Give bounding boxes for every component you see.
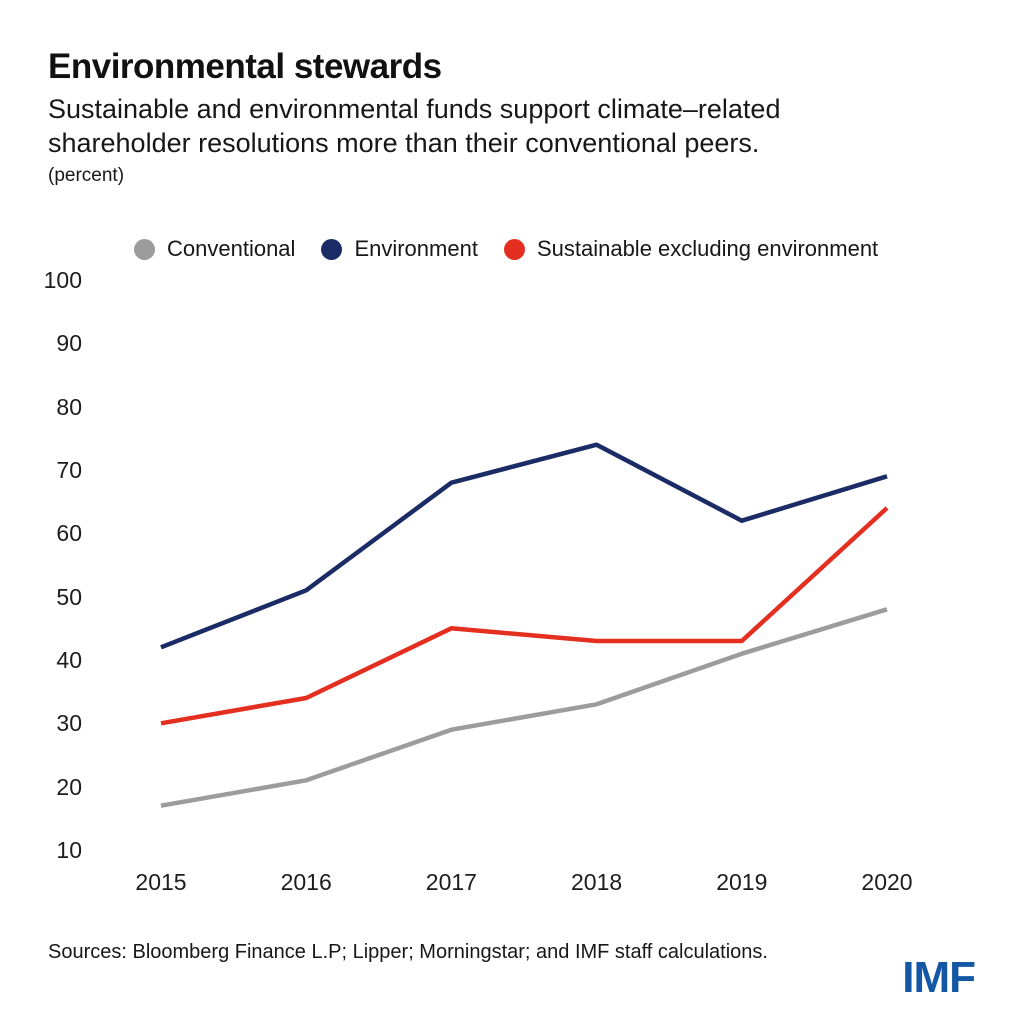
x-tick-label: 2015	[135, 869, 187, 895]
legend-item-environment: Environment	[321, 236, 478, 262]
y-tick-label: 50	[56, 583, 82, 610]
x-tick-label: 2016	[280, 869, 332, 895]
series-line	[160, 506, 889, 726]
figure-header: Environmental stewards Sustainable and e…	[48, 48, 978, 187]
y-tick-label: 80	[56, 393, 82, 420]
legend-dot-icon	[134, 238, 155, 260]
y-tick-label: 60	[56, 520, 82, 547]
legend-label: Sustainable excluding environment	[536, 236, 879, 261]
chart-subtitle-line2: shareholder resolutions more than their …	[48, 128, 760, 158]
imf-logo: IMF	[902, 953, 976, 1002]
unit-note: (percent)	[48, 165, 125, 186]
y-tick-label: 10	[56, 837, 82, 863]
y-tick-label: 20	[56, 773, 82, 800]
legend-item-conventional: Conventional	[134, 236, 295, 262]
x-tick-label: 2018	[571, 869, 623, 895]
y-tick-label: 30	[56, 710, 82, 737]
chart-subtitle-line1: Sustainable and environmental funds supp…	[48, 94, 781, 124]
chart-title: Environmental stewards	[48, 47, 442, 86]
series-line	[160, 607, 888, 808]
sources-note: Sources: Bloomberg Finance L.P; Lipper; …	[48, 941, 768, 963]
chart-legend: Conventional Environment Sustainable exc…	[134, 236, 878, 262]
y-tick-label: 90	[56, 330, 82, 357]
x-tick-label: 2020	[861, 869, 913, 895]
y-tick-label: 100	[43, 267, 82, 293]
y-tick-label: 70	[56, 457, 82, 483]
legend-dot-icon	[503, 238, 525, 260]
x-tick-label: 2019	[716, 869, 768, 895]
legend-item-sustainable-excluding-environment: Sustainable excluding environment	[503, 236, 879, 262]
y-tick-label: 40	[56, 647, 82, 673]
legend-dot-icon	[321, 238, 343, 260]
series-line	[160, 442, 888, 650]
legend-label: Environment	[354, 236, 478, 261]
legend-label: Conventional	[167, 236, 296, 261]
x-tick-label: 2017	[425, 869, 477, 895]
chart-subtitle: Sustainable and environmental funds supp…	[48, 92, 978, 160]
